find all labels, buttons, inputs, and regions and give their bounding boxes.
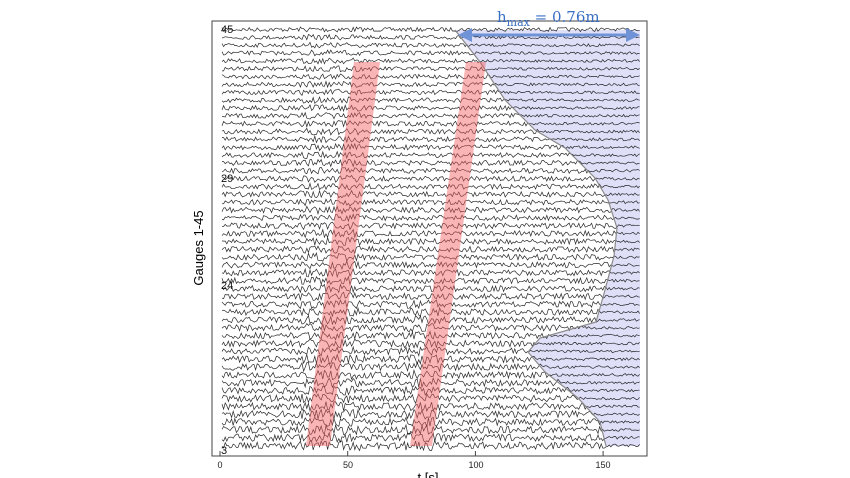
- gauge-trace: [221, 245, 640, 255]
- gauge-trace: [221, 228, 640, 239]
- gauge-trace: [221, 385, 640, 396]
- gauge-trace: [221, 213, 640, 223]
- gauge-trace: [221, 439, 640, 452]
- gauge-trace: [221, 376, 640, 389]
- gauge-trace: [221, 198, 640, 207]
- gauge-trace: [221, 182, 640, 191]
- gauge-trace: [222, 111, 640, 120]
- hmax-arrow-head-right: [626, 28, 640, 42]
- gauge-trace: [221, 174, 640, 183]
- gauge-trace: [222, 65, 640, 73]
- gauge-trace: [221, 361, 640, 373]
- gauge-trace: [221, 49, 640, 57]
- gauge-trace: [221, 252, 640, 263]
- gauge-trace: [221, 408, 640, 421]
- gauge-trace: [221, 104, 640, 113]
- gauge-trace: [221, 423, 640, 436]
- gauge-trace: [221, 236, 640, 247]
- hmax-value: = 0.76m: [530, 8, 600, 26]
- gauge-trace: [221, 119, 640, 129]
- gauge-trace: [221, 80, 640, 89]
- wave-height-envelope-fill: [455, 30, 640, 446]
- gauge-trace: [221, 431, 640, 443]
- gauge-trace: [221, 283, 640, 294]
- x-tick-label-150: 150: [595, 460, 610, 470]
- x-tick-label-100: 100: [468, 460, 483, 470]
- gauge-label-45: 45: [221, 24, 233, 36]
- y-axis-label: Gauges 1-45: [191, 210, 206, 285]
- gauge-trace: [221, 306, 640, 318]
- gauge-trace: [221, 158, 640, 168]
- gauge-trace: [221, 338, 640, 349]
- gauge-trace: [221, 299, 640, 310]
- gauge-trace: [221, 96, 640, 104]
- hmax-arrow-head-left: [458, 28, 472, 42]
- wave-height-envelope-line: [454, 29, 618, 447]
- gauge-trace: [221, 314, 640, 326]
- gauge-trace: [221, 267, 640, 279]
- gauge-trace: [221, 368, 640, 380]
- gauge-trace: [221, 142, 640, 152]
- gauge-trace: [221, 291, 640, 302]
- gauge-trace: [221, 205, 640, 215]
- gauge-trace: [221, 353, 640, 365]
- gauge-trace: [221, 416, 640, 428]
- plot-frame: [211, 20, 648, 457]
- gauge-label-24: 24: [221, 280, 233, 292]
- gauge-trace: [221, 189, 640, 199]
- gauge-trace: [221, 41, 640, 49]
- wave-front-band-1: [306, 62, 380, 446]
- gauge-trace: [221, 330, 640, 341]
- wave-front-band-2: [410, 62, 486, 446]
- gauge-trace: [221, 221, 640, 231]
- gauge-trace: [222, 134, 640, 144]
- plot-area: [211, 20, 648, 457]
- gauge-trace: [221, 275, 640, 286]
- gauge-label-3: 3: [221, 445, 227, 457]
- gauge-trace: [221, 26, 640, 33]
- gauge-label-29: 29: [221, 173, 233, 185]
- x-axis-label: t [s]: [418, 470, 439, 478]
- x-tick-label-0: 0: [217, 460, 222, 470]
- gauge-trace: [221, 345, 640, 357]
- gauge-trace: [221, 127, 640, 136]
- gauge-trace: [221, 166, 640, 175]
- gauge-trace: [221, 322, 640, 333]
- hmax-annotation: hmax = 0.76m: [497, 8, 600, 29]
- gauge-trace: [221, 57, 640, 65]
- gauge-trace: [221, 260, 640, 271]
- x-tick-label-50: 50: [343, 460, 353, 470]
- gauge-trace: [221, 33, 640, 41]
- hmax-symbol: h: [497, 8, 507, 26]
- gauge-trace: [221, 73, 640, 80]
- gauge-trace: [221, 88, 640, 96]
- gauge-trace: [221, 392, 640, 405]
- hmax-subscript: max: [507, 16, 531, 29]
- gauge-trace: [221, 401, 640, 413]
